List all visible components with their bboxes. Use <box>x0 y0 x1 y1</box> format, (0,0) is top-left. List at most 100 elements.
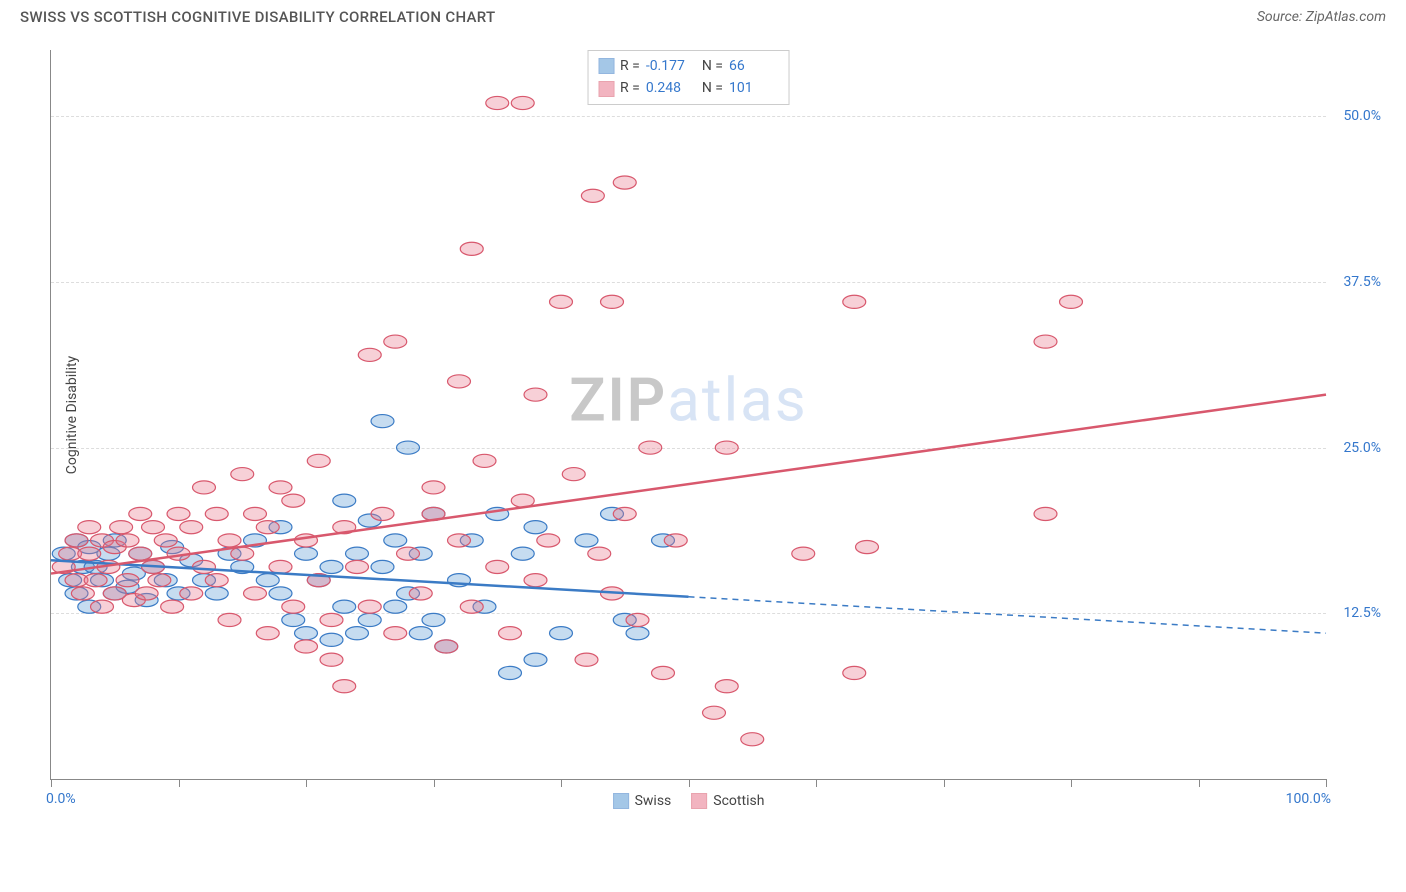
r-label: R = <box>620 77 640 99</box>
scottish-swatch-icon <box>598 81 614 97</box>
swiss-point <box>524 521 547 534</box>
scottish-point <box>78 521 101 534</box>
scottish-point <box>91 600 114 613</box>
swiss-point <box>409 627 432 640</box>
scottish-point <box>575 653 598 666</box>
scottish-point <box>346 560 369 573</box>
swiss-point <box>333 494 356 507</box>
x-tick <box>944 779 945 787</box>
scottish-point <box>358 348 381 361</box>
swiss-point <box>333 600 356 613</box>
scottish-point <box>358 600 381 613</box>
scottish-point <box>295 640 318 653</box>
scottish-point <box>856 540 879 553</box>
scottish-point <box>664 534 687 547</box>
plot-area: Cognitive Disability 12.5%25.0%37.5%50.0… <box>50 50 1326 780</box>
scottish-point <box>161 600 184 613</box>
scottish-point <box>473 454 496 467</box>
scottish-point <box>218 534 241 547</box>
stats-row-scottish: R = 0.248 N = 101 <box>598 77 779 99</box>
scottish-point <box>792 547 815 560</box>
x-tick <box>179 779 180 787</box>
y-tick-label: 50.0% <box>1343 108 1381 124</box>
scottish-point <box>231 468 254 481</box>
scottish-point <box>193 481 216 494</box>
scottish-trend-line <box>51 395 1326 574</box>
scottish-point <box>524 388 547 401</box>
scottish-point <box>486 560 509 573</box>
scottish-point <box>282 494 305 507</box>
scottish-point <box>511 96 534 109</box>
swiss-point <box>358 613 381 626</box>
scottish-point <box>142 521 165 534</box>
scottish-point <box>269 481 292 494</box>
scottish-point <box>282 600 305 613</box>
scottish-point <box>180 521 203 534</box>
scottish-point <box>244 507 267 520</box>
scottish-point <box>135 587 158 600</box>
scottish-point <box>307 454 330 467</box>
scottish-point <box>167 507 190 520</box>
swiss-swatch-icon <box>613 793 629 809</box>
swiss-point <box>320 633 343 646</box>
swiss-point <box>511 547 534 560</box>
scottish-point <box>116 534 139 547</box>
swiss-point <box>575 534 598 547</box>
scottish-point <box>193 560 216 573</box>
x-axis-min-label: 0.0% <box>46 791 76 807</box>
scottish-point <box>422 481 445 494</box>
swiss-point <box>384 600 407 613</box>
scottish-point <box>320 653 343 666</box>
scottish-point <box>499 627 522 640</box>
scottish-point <box>715 441 738 454</box>
scottish-point <box>148 574 171 587</box>
x-tick <box>1326 779 1327 787</box>
scottish-point <box>116 574 139 587</box>
swiss-point <box>282 613 305 626</box>
scottish-point <box>78 547 101 560</box>
scottish-point <box>409 587 432 600</box>
swiss-point <box>397 441 420 454</box>
scottish-point <box>588 547 611 560</box>
scottish-point <box>639 441 662 454</box>
swiss-point <box>346 627 369 640</box>
swiss-point <box>295 627 318 640</box>
scottish-point <box>1034 507 1057 520</box>
n-label: N = <box>702 77 723 99</box>
scottish-point <box>652 666 675 679</box>
x-tick <box>306 779 307 787</box>
scottish-point <box>371 507 394 520</box>
chart-title: SWISS VS SCOTTISH COGNITIVE DISABILITY C… <box>20 8 495 26</box>
swiss-point <box>269 587 292 600</box>
stats-legend-box: R = -0.177 N = 66 R = 0.248 N = 101 <box>587 50 790 105</box>
scottish-point <box>256 521 279 534</box>
scottish-point <box>333 680 356 693</box>
scottish-point <box>110 521 133 534</box>
swiss-point <box>524 653 547 666</box>
series-legend: Swiss Scottish <box>613 793 765 809</box>
scottish-point <box>65 534 88 547</box>
swiss-point <box>320 560 343 573</box>
legend-scottish-label: Scottish <box>713 793 764 809</box>
scottish-point <box>741 733 764 746</box>
y-tick-label: 37.5% <box>1343 274 1381 290</box>
scottish-point <box>460 600 483 613</box>
scottish-point <box>613 507 636 520</box>
scottish-point <box>129 507 152 520</box>
scottish-point <box>384 627 407 640</box>
x-tick <box>51 779 52 787</box>
source-attribution: Source: ZipAtlas.com <box>1257 9 1386 25</box>
legend-item-swiss: Swiss <box>613 793 672 809</box>
swiss-point <box>371 560 394 573</box>
legend-swiss-label: Swiss <box>635 793 672 809</box>
scottish-swatch-icon <box>691 793 707 809</box>
scottish-point <box>84 574 107 587</box>
scottish-point <box>384 335 407 348</box>
swiss-point <box>256 574 279 587</box>
r-label: R = <box>620 55 640 77</box>
scottish-point <box>843 666 866 679</box>
x-tick <box>816 779 817 787</box>
x-tick <box>1071 779 1072 787</box>
swiss-n-value: 66 <box>729 55 779 77</box>
scottish-point <box>703 706 726 719</box>
